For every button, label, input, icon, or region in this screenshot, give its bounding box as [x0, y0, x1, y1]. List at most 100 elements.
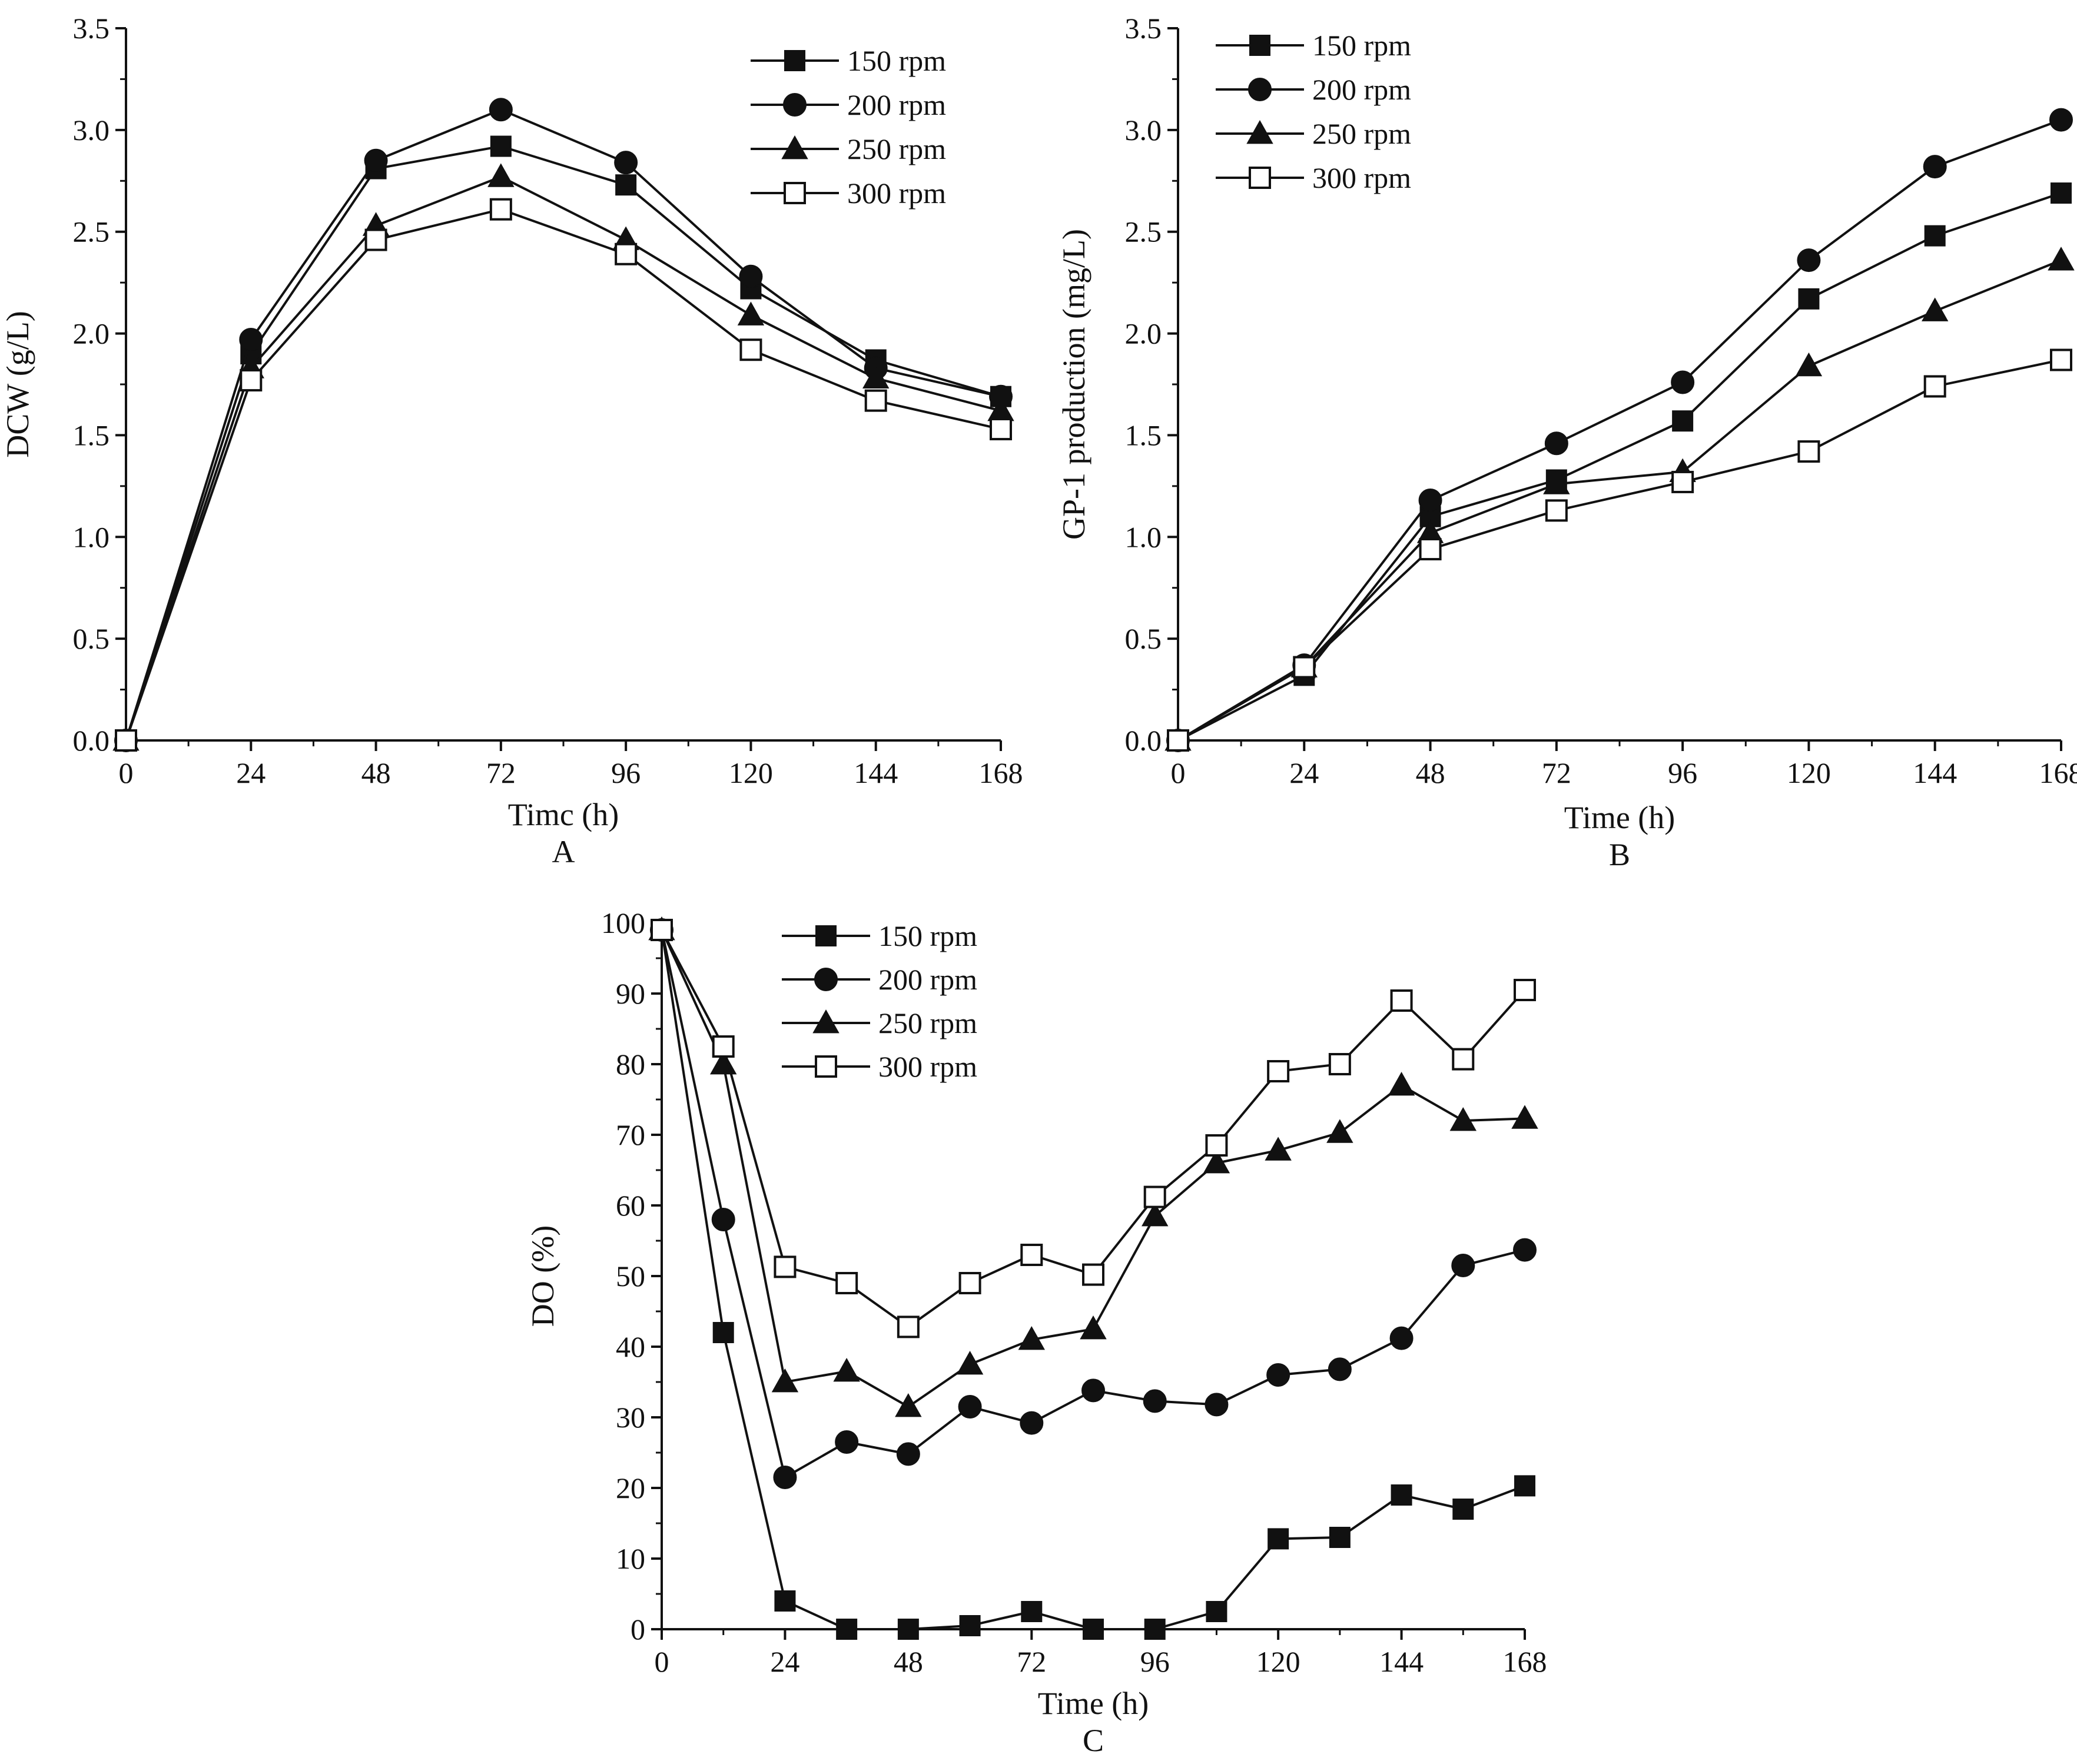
chart-panel-b: 0 24 48 72 96 120 144 168 0.0 0.5 1.0 1.5 2.0 2.5 3.0 3…: [1056, 12, 2077, 872]
data-point: [1390, 989, 1413, 1012]
x-tick-label: 24: [770, 1645, 799, 1678]
data-point: [833, 1357, 860, 1382]
data-point: [2049, 108, 2073, 132]
y-tick-label: 2.0: [1125, 317, 1162, 350]
x-tick-label: 72: [1542, 756, 1571, 789]
x-axis-title: Time (h): [1564, 800, 1675, 835]
data-point: [1020, 1411, 1044, 1435]
legend-label: 250 rpm: [1312, 117, 1411, 150]
chart-panel-c: 0 24 48 72 96 120 144 168 0 10 20 30 40 50 60 70 80 90 100…: [525, 906, 1547, 1758]
data-point: [487, 163, 515, 187]
data-point: [958, 1272, 981, 1294]
x-tick-label: 0: [655, 1645, 669, 1678]
panel-label: C: [1083, 1723, 1104, 1758]
legend: 150 rpm 200 rpm 250 rpm 300 rpm: [751, 44, 946, 210]
data-point: [774, 1255, 797, 1278]
data-point: [1293, 656, 1316, 679]
x-axis-title: Timc (h): [508, 797, 619, 832]
legend-label: 250 rpm: [878, 1006, 977, 1039]
y-tick-label: 100: [601, 906, 645, 939]
data-point: [1167, 729, 1189, 752]
data-point: [1419, 538, 1442, 561]
y-tick-label: 30: [616, 1401, 645, 1434]
data-point: [739, 264, 763, 288]
data-point: [1922, 297, 1949, 321]
data-point: [1267, 1060, 1290, 1082]
data-point: [1081, 1378, 1105, 1403]
x-tick-label: 120: [1787, 756, 1831, 789]
legend: 150 rpm 200 rpm 250 rpm 300 rpm: [782, 919, 977, 1083]
data-point: [990, 418, 1012, 441]
y-tick-label: 2.0: [73, 317, 110, 350]
data-point: [1268, 1528, 1289, 1550]
series-line: [1177, 259, 2062, 742]
data-point: [1449, 1107, 1477, 1131]
legend-label: 150 rpm: [847, 44, 946, 77]
data-point: [862, 364, 890, 389]
data-point: [739, 338, 762, 361]
data-point: [1143, 1389, 1167, 1413]
data-point: [835, 1430, 859, 1454]
y-tick-label: 0: [631, 1613, 645, 1646]
data-point: [1671, 470, 1694, 493]
y-tick-label: 20: [616, 1471, 645, 1504]
y-axis-title: GP-1 production (mg/L): [1056, 229, 1091, 540]
data-point: [1143, 1185, 1166, 1208]
y-tick-label: 2.5: [1125, 215, 1162, 248]
data-point: [364, 228, 387, 251]
data-point: [615, 242, 638, 265]
data-point: [959, 1615, 981, 1636]
data-point: [1329, 1527, 1351, 1548]
series-250-rpm: [648, 916, 1538, 1417]
data-point: [1205, 1134, 1228, 1157]
series-300-rpm: [651, 919, 1536, 1338]
x-tick-label: 96: [1140, 1645, 1170, 1678]
data-point: [489, 98, 513, 122]
data-point: [1795, 352, 1823, 377]
data-point: [1083, 1619, 1104, 1640]
data-point: [1142, 1202, 1169, 1227]
data-point: [2050, 348, 2072, 371]
x-tick-label: 120: [729, 756, 773, 789]
y-tick-label: 1.0: [1125, 520, 1162, 553]
legend-label: 250 rpm: [847, 132, 946, 165]
data-point: [1923, 155, 1947, 179]
data-point: [1389, 1326, 1414, 1350]
data-point: [1511, 1105, 1538, 1129]
data-point: [1544, 431, 1568, 456]
y-axis-title: DCW (g/L): [0, 311, 35, 457]
data-point: [1391, 1484, 1412, 1506]
legend-marker: [783, 93, 807, 117]
data-point: [897, 1315, 920, 1338]
series-line: [125, 108, 1001, 741]
x-tick-label: 48: [1416, 756, 1445, 789]
data-point: [1797, 440, 1820, 463]
data-point: [2051, 182, 2072, 204]
data-point: [773, 1466, 797, 1489]
data-point: [1080, 1315, 1107, 1340]
data-point: [240, 369, 263, 392]
data-point: [774, 1590, 796, 1612]
x-tick-label: 144: [1379, 1645, 1424, 1678]
data-point: [1205, 1393, 1229, 1417]
data-point: [711, 1208, 735, 1231]
series-200-rpm: [114, 98, 1013, 752]
data-point: [712, 1322, 734, 1343]
data-point: [1082, 1263, 1104, 1286]
legend-marker: [784, 182, 806, 204]
legend-marker: [812, 1009, 840, 1034]
data-point: [615, 174, 637, 196]
data-point: [897, 1619, 919, 1640]
x-tick-label: 168: [979, 756, 1023, 789]
y-tick-label: 0.5: [1125, 622, 1162, 655]
x-tick-label: 168: [1503, 1645, 1547, 1678]
data-point: [1018, 1326, 1045, 1350]
legend-marker: [1249, 167, 1271, 189]
data-point: [1924, 225, 1946, 247]
legend-label: 300 rpm: [1312, 161, 1411, 194]
data-point: [489, 198, 512, 221]
data-point: [1452, 1499, 1474, 1520]
data-point: [1265, 1137, 1292, 1161]
data-point: [1020, 1244, 1043, 1266]
y-tick-label: 40: [616, 1330, 645, 1363]
